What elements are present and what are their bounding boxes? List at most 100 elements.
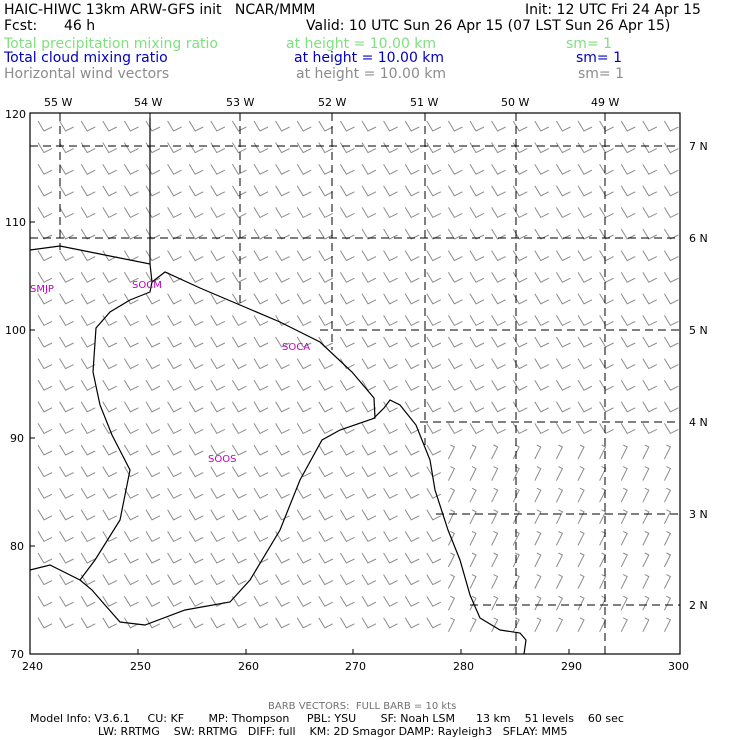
wind-barb	[620, 595, 628, 611]
wind-barb	[80, 617, 96, 629]
wind-barb	[275, 163, 290, 175]
wind-barb	[275, 379, 290, 391]
wind-barb	[491, 509, 499, 525]
wind-barb	[123, 423, 139, 435]
wind-barb	[642, 552, 650, 568]
wind-barb	[512, 293, 528, 305]
wind-barb	[339, 228, 355, 240]
wind-barb	[253, 531, 269, 543]
wind-barb	[491, 574, 499, 589]
field-wind-sm: sm= 1	[578, 66, 625, 82]
wind-barb	[318, 423, 334, 435]
wind-barb	[426, 401, 442, 413]
x-tick-label: 260	[238, 660, 259, 673]
wind-barb	[210, 315, 226, 327]
wind-barb	[59, 595, 74, 607]
wind-barb	[534, 423, 550, 435]
wind-barb	[318, 358, 334, 370]
wind-barb	[123, 379, 139, 391]
y-tick-label: 90	[10, 432, 24, 445]
wind-barb	[404, 444, 420, 456]
wind-barb	[59, 315, 74, 327]
wind-barb	[123, 142, 139, 154]
wind-barb	[404, 466, 420, 478]
wind-barb	[339, 163, 355, 175]
wind-barb	[577, 379, 593, 391]
wind-barb	[253, 466, 269, 478]
wind-barb	[512, 228, 528, 240]
wind-barb	[383, 142, 398, 154]
wind-barb	[555, 358, 571, 370]
wind-barb	[642, 617, 650, 633]
wind-barb	[512, 315, 528, 327]
wind-barb	[663, 250, 679, 262]
wind-barb	[210, 163, 226, 175]
wind-barb	[167, 163, 182, 175]
wind-barb	[339, 336, 355, 348]
wind-barb	[491, 379, 506, 391]
wind-barb	[123, 487, 139, 499]
wind-barb	[469, 423, 485, 435]
wind-barb	[37, 531, 53, 543]
wind-barb	[296, 423, 312, 435]
wind-barb	[599, 271, 614, 283]
wind-barb	[663, 185, 679, 197]
wind-barb	[491, 207, 506, 219]
wind-barb	[167, 423, 182, 435]
wind-barb	[361, 228, 377, 240]
wind-barb	[231, 509, 247, 521]
wind-barb	[145, 250, 161, 262]
wind-barb	[447, 293, 463, 305]
wind-barb	[318, 120, 334, 132]
wind-barb	[102, 250, 118, 262]
wind-barb	[123, 617, 139, 629]
wind-barb	[80, 163, 96, 175]
wind-barb	[275, 552, 290, 564]
wind-barb	[447, 574, 456, 589]
wind-barb	[339, 574, 355, 586]
wind-barb	[491, 530, 499, 546]
wind-barb	[512, 444, 520, 460]
wind-barb	[599, 466, 607, 481]
wind-barb	[534, 552, 542, 568]
wind-barb	[145, 423, 161, 435]
wind-barb	[123, 207, 139, 219]
wind-barb	[555, 142, 571, 154]
wind-barb	[663, 163, 679, 175]
wind-barb	[296, 120, 312, 132]
wind-barb	[253, 336, 269, 348]
wind-barb	[231, 531, 247, 543]
wind-barb	[296, 595, 312, 607]
wind-barb	[145, 379, 161, 391]
wind-barb	[123, 293, 139, 305]
wind-barb	[577, 185, 593, 197]
wind-barb	[361, 595, 377, 607]
valid-time: Valid: 10 UTC Sun 26 Apr 15 (07 LST Sun …	[306, 18, 671, 34]
wind-barb	[447, 163, 463, 175]
wind-barb	[426, 271, 442, 283]
wind-barb	[145, 487, 161, 499]
wind-barb	[339, 401, 355, 413]
y-ticks: 120 110 100 90 80 70	[5, 108, 26, 661]
wind-barb	[339, 531, 355, 543]
wind-barb	[469, 315, 485, 327]
wind-barb	[555, 423, 571, 435]
wind-barb	[275, 423, 290, 435]
wind-barb	[577, 595, 585, 611]
wind-barb	[426, 185, 442, 197]
wind-barb	[620, 379, 636, 391]
wind-barb	[188, 315, 204, 327]
wind-barb	[404, 358, 420, 370]
wind-barb	[555, 487, 564, 503]
wind-barb	[469, 552, 477, 568]
wind-barb	[102, 379, 118, 391]
wind-barb	[145, 185, 161, 197]
wind-barb	[642, 530, 650, 546]
wind-barb	[447, 358, 463, 370]
wind-barb	[80, 487, 96, 499]
wind-barb	[642, 595, 650, 611]
wind-barb	[555, 401, 571, 413]
wind-barb	[188, 163, 204, 175]
wind-barb	[318, 207, 334, 219]
wind-barb	[231, 142, 247, 154]
